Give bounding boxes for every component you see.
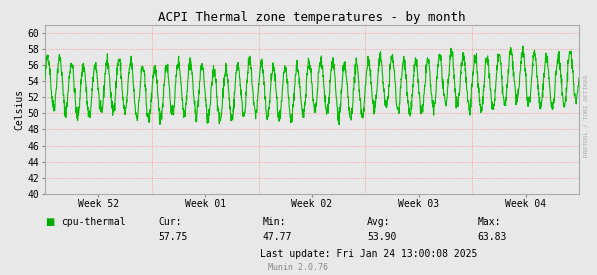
Text: Min:: Min:: [263, 217, 286, 227]
Text: Max:: Max:: [478, 217, 501, 227]
Text: 53.90: 53.90: [367, 232, 396, 242]
Text: Cur:: Cur:: [158, 217, 181, 227]
Text: Munin 2.0.76: Munin 2.0.76: [269, 263, 328, 272]
Text: cpu-thermal: cpu-thermal: [61, 217, 126, 227]
Text: 57.75: 57.75: [158, 232, 187, 242]
Y-axis label: Celsius: Celsius: [15, 89, 24, 130]
Text: Avg:: Avg:: [367, 217, 390, 227]
Text: ■: ■: [45, 217, 54, 227]
Text: 63.83: 63.83: [478, 232, 507, 242]
Text: RRDTOOL / TOBI OETIKER: RRDTOOL / TOBI OETIKER: [584, 74, 589, 157]
Text: 47.77: 47.77: [263, 232, 292, 242]
Title: ACPI Thermal zone temperatures - by month: ACPI Thermal zone temperatures - by mont…: [158, 10, 466, 24]
Text: Last update: Fri Jan 24 13:00:08 2025: Last update: Fri Jan 24 13:00:08 2025: [260, 249, 477, 259]
